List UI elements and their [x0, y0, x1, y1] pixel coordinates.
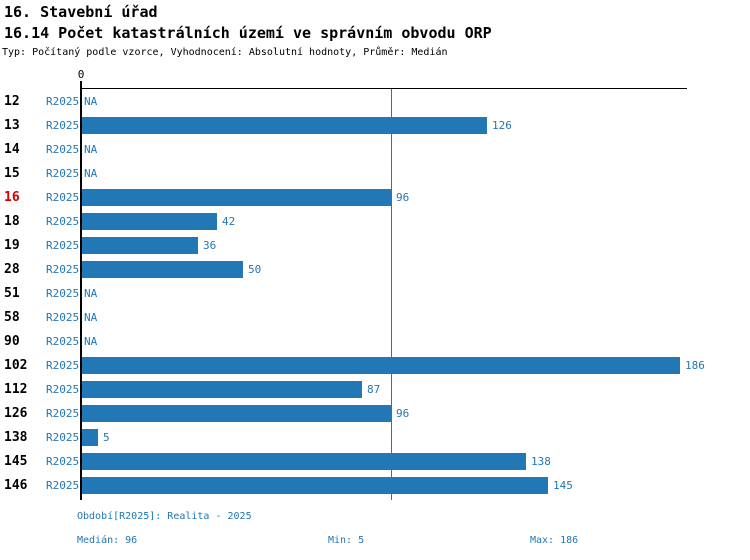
x-axis-line [80, 88, 687, 89]
row-period-label: R2025 [46, 383, 80, 396]
row-category-label: 138 [4, 430, 28, 445]
row-category-label: 112 [4, 382, 28, 397]
row-na-label: NA [84, 95, 98, 108]
chart-row: 28 R2025 50 [0, 258, 750, 282]
row-value-label: 145 [553, 479, 573, 492]
chart-row: 112 R2025 87 [0, 378, 750, 402]
value-bar [82, 357, 680, 374]
value-bar [82, 117, 487, 134]
row-category-label: 14 [4, 142, 20, 157]
row-period-label: R2025 [46, 239, 80, 252]
value-bar [82, 381, 362, 398]
row-na-label: NA [84, 143, 98, 156]
chart-row: 102 R2025 186 [0, 354, 750, 378]
row-category-label: 145 [4, 454, 28, 469]
chart-row: 58 R2025 NA [0, 306, 750, 330]
chart-row: 15 R2025 NA [0, 162, 750, 186]
row-na-label: NA [84, 335, 98, 348]
row-period-label: R2025 [46, 455, 80, 468]
row-value-label: 126 [492, 119, 512, 132]
chart-meta: Typ: Počítaný podle vzorce, Vyhodnocení:… [2, 47, 448, 58]
chart-row: 13 R2025 126 [0, 114, 750, 138]
row-category-label: 146 [4, 478, 28, 493]
row-period-label: R2025 [46, 191, 80, 204]
row-value-label: 138 [531, 455, 551, 468]
row-na-label: NA [84, 167, 98, 180]
row-period-label: R2025 [46, 119, 80, 132]
row-value-label: 96 [396, 407, 410, 420]
row-period-label: R2025 [46, 215, 80, 228]
row-category-label: 126 [4, 406, 28, 421]
value-bar [82, 189, 391, 206]
row-period-label: R2025 [46, 167, 80, 180]
value-bar [82, 213, 217, 230]
chart-row: 138 R2025 5 [0, 426, 750, 450]
value-bar [82, 261, 243, 278]
row-period-label: R2025 [46, 263, 80, 276]
row-category-label: 18 [4, 214, 20, 229]
row-category-label: 51 [4, 286, 20, 301]
row-value-label: 36 [203, 239, 217, 252]
value-bar [82, 237, 198, 254]
row-na-label: NA [84, 287, 98, 300]
footer-period: Období[R2025]: Realita - 2025 [77, 511, 252, 522]
row-value-label: 186 [685, 359, 705, 372]
row-category-label: 13 [4, 118, 20, 133]
value-bar [82, 453, 526, 470]
row-category-label: 58 [4, 310, 20, 325]
row-period-label: R2025 [46, 479, 80, 492]
row-value-label: 87 [367, 383, 381, 396]
median-line [391, 89, 392, 500]
chart-row: 16 R2025 96 [0, 186, 750, 210]
row-value-label: 42 [222, 215, 236, 228]
row-category-label: 90 [4, 334, 20, 349]
row-period-label: R2025 [46, 431, 80, 444]
chart-row: 90 R2025 NA [0, 330, 750, 354]
row-category-label: 19 [4, 238, 20, 253]
footer-median: Medián: 96 [77, 535, 138, 546]
row-period-label: R2025 [46, 311, 80, 324]
row-value-label: 50 [248, 263, 262, 276]
row-period-label: R2025 [46, 359, 80, 372]
bar-rows: 12 R2025 NA 13 R2025 126 14 R2025 NA 15 R2025 NA 16 R… [0, 90, 750, 498]
axis-zero-tick: 0 [77, 68, 85, 81]
chart-row: 12 R2025 NA [0, 90, 750, 114]
chart-row: 146 R2025 145 [0, 474, 750, 498]
row-category-label: 102 [4, 358, 28, 373]
chart-row: 51 R2025 NA [0, 282, 750, 306]
row-category-label: 16 [4, 190, 20, 205]
value-bar [82, 477, 548, 494]
chart-row: 126 R2025 96 [0, 402, 750, 426]
row-period-label: R2025 [46, 287, 80, 300]
y-axis-line [80, 81, 82, 500]
page-title: 16. Stavební úřad [4, 3, 158, 21]
chart-title: 16.14 Počet katastrálních území ve správ… [4, 24, 492, 42]
row-period-label: R2025 [46, 95, 80, 108]
value-bar [82, 429, 98, 446]
chart-row: 19 R2025 36 [0, 234, 750, 258]
chart-row: 145 R2025 138 [0, 450, 750, 474]
footer-max: Max: 186 [530, 535, 579, 546]
row-category-label: 12 [4, 94, 20, 109]
chart-row: 18 R2025 42 [0, 210, 750, 234]
row-period-label: R2025 [46, 143, 80, 156]
row-period-label: R2025 [46, 335, 80, 348]
chart-row: 14 R2025 NA [0, 138, 750, 162]
row-value-label: 96 [396, 191, 410, 204]
row-na-label: NA [84, 311, 98, 324]
value-bar [82, 405, 391, 422]
footer-min: Min: 5 [328, 535, 365, 546]
row-category-label: 15 [4, 166, 20, 181]
row-value-label: 5 [103, 431, 110, 444]
row-category-label: 28 [4, 262, 20, 277]
row-period-label: R2025 [46, 407, 80, 420]
